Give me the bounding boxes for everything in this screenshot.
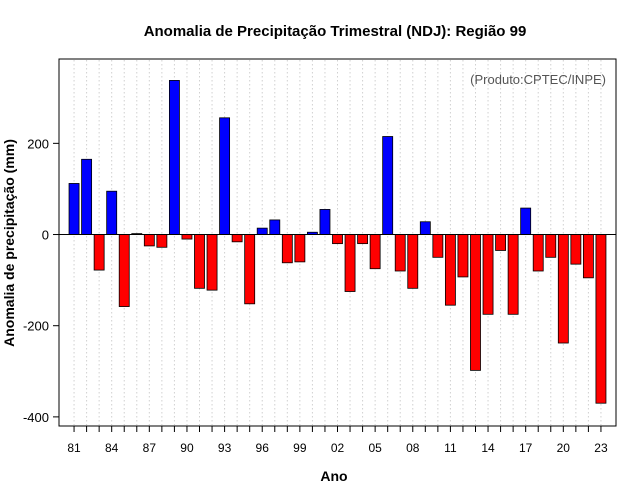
x-tick-label: 17 xyxy=(519,441,533,455)
bar-1992 xyxy=(206,234,218,291)
bar-2003 xyxy=(344,234,356,292)
x-tick-label: 87 xyxy=(143,441,157,455)
x-tick-label: 11 xyxy=(444,441,457,455)
bar-2013 xyxy=(470,234,481,371)
bar-1984 xyxy=(106,190,118,235)
x-tick-label: 05 xyxy=(368,441,382,455)
y-axis-label: Anomalia de precipitação (mm) xyxy=(1,139,17,347)
x-tick-label: 20 xyxy=(557,441,571,455)
bar-2001 xyxy=(319,209,331,235)
bar-1987 xyxy=(143,234,155,247)
y-tick-label: -400 xyxy=(23,410,49,425)
bar-2009 xyxy=(419,221,431,235)
y-tick-label: 0 xyxy=(42,228,49,243)
bar-1989 xyxy=(168,80,180,235)
bar-2002 xyxy=(332,234,343,245)
x-tick-label: 93 xyxy=(218,441,232,455)
bar-1990 xyxy=(181,234,193,240)
bar-1994 xyxy=(231,234,243,243)
bar-2021 xyxy=(570,234,582,265)
bar-1999 xyxy=(294,234,306,263)
bar-2019 xyxy=(545,234,557,258)
x-tick-label: 02 xyxy=(331,441,345,455)
source-annotation: (Produto:CPTEC/INPE) xyxy=(470,72,606,87)
bar-1997 xyxy=(269,219,281,235)
bar-2007 xyxy=(394,234,406,272)
bar-1983 xyxy=(93,234,105,271)
bar-1993 xyxy=(219,117,231,235)
x-tick-label: 08 xyxy=(406,441,420,455)
x-tick-label: 84 xyxy=(105,441,119,455)
bar-2012 xyxy=(457,234,469,278)
bar-2011 xyxy=(444,234,456,306)
bar-1985 xyxy=(118,234,130,307)
x-tick-label: 81 xyxy=(67,441,81,455)
bar-2017 xyxy=(520,207,532,235)
chart-title: Anomalia de Precipitação Trimestral (NDJ… xyxy=(144,23,527,40)
x-axis-label: Ano xyxy=(320,468,347,484)
bar-1981 xyxy=(68,183,80,235)
bar-2010 xyxy=(432,234,444,258)
bar-2016 xyxy=(507,234,519,315)
bar-1991 xyxy=(194,234,205,289)
x-tick-label: 90 xyxy=(180,441,194,455)
bar-2006 xyxy=(382,136,394,235)
y-tick-label: 200 xyxy=(27,136,49,151)
bar-1988 xyxy=(156,234,168,248)
y-tick-label: -200 xyxy=(23,319,49,334)
bar-2015 xyxy=(495,234,507,251)
y-axis: -400 -200 0 200 xyxy=(23,136,59,425)
bar-2023 xyxy=(595,234,607,404)
bar-2018 xyxy=(532,234,544,272)
bar-1995 xyxy=(244,234,256,305)
x-tick-label: 14 xyxy=(481,441,495,455)
bar-2004 xyxy=(357,234,369,245)
bar-1996 xyxy=(256,227,268,235)
bar-2005 xyxy=(369,234,381,270)
x-tick-label: 99 xyxy=(293,441,307,455)
bars xyxy=(68,80,607,404)
bar-2014 xyxy=(482,234,494,315)
bar-2008 xyxy=(407,234,419,289)
bar-2020 xyxy=(557,234,569,344)
bar-2022 xyxy=(582,234,594,279)
x-tick-label: 96 xyxy=(256,441,270,455)
x-axis: 81 84 87 90 93 96 99 02 05 08 11 14 17 20 23 xyxy=(67,426,608,455)
x-tick-label: 23 xyxy=(594,441,608,455)
bar-1982 xyxy=(81,158,93,235)
bar-1998 xyxy=(281,234,293,264)
